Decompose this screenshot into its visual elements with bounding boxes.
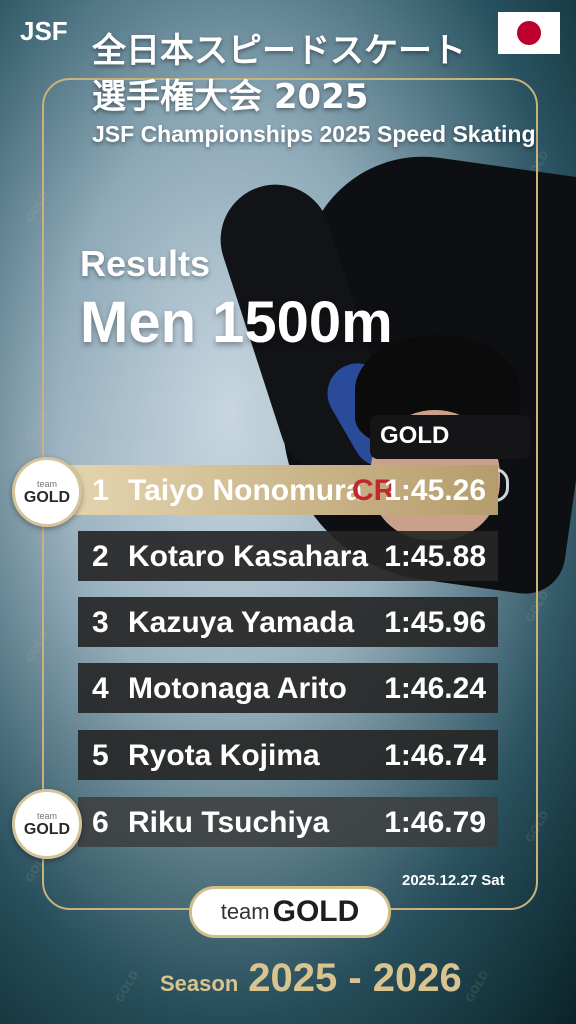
season-years: 2025 - 2026 xyxy=(248,956,462,1000)
finish-time: 1:45.88 xyxy=(384,540,486,573)
result-row-2: 2 Kotaro Kasahara 1:45.88 xyxy=(78,531,498,581)
result-row-6: 6 Riku Tsuchiya 1:46.79 xyxy=(78,797,498,847)
result-row-5: 5 Ryota Kojima 1:46.74 xyxy=(78,730,498,780)
season: Season 2025 - 2026 xyxy=(160,956,462,1001)
team-gold-badge: team GOLD xyxy=(12,789,82,859)
rank: 1 xyxy=(92,474,109,507)
athlete-name: Ryota Kojima xyxy=(128,739,320,772)
rank: 3 xyxy=(92,606,109,639)
athlete-name: Taiyo Nonomura xyxy=(128,474,363,507)
record-badge: CR xyxy=(352,474,396,507)
team-gold-logo: team GOLD xyxy=(189,886,391,938)
finish-time: 1:45.96 xyxy=(384,606,486,639)
result-row-4: 4 Motonaga Arito 1:46.24 xyxy=(78,663,498,713)
rank: 5 xyxy=(92,739,109,772)
rank: 2 xyxy=(92,540,109,573)
title-japanese: 全日本スピードスケート 選手権大会 2025 xyxy=(92,31,466,117)
badge-gold-text: GOLD xyxy=(23,488,71,506)
finish-time: 1:46.79 xyxy=(384,806,486,839)
athlete-name: Kotaro Kasahara xyxy=(128,540,369,573)
badge-team-text: team xyxy=(36,810,57,821)
finish-time: 1:46.74 xyxy=(384,739,486,772)
season-label: Season xyxy=(160,971,239,996)
event-name: Men 1500m xyxy=(80,290,393,355)
results-label: Results xyxy=(80,243,211,284)
japan-flag-icon xyxy=(498,12,560,54)
org-label: JSF xyxy=(20,16,68,46)
finish-time: 1:45.26 xyxy=(384,474,486,507)
team-gold-badge: team GOLD xyxy=(12,457,82,527)
logo-team-text: team xyxy=(220,899,270,924)
badge-gold-text: GOLD xyxy=(23,820,71,838)
finish-time: 1:46.24 xyxy=(384,672,486,705)
headband-text: GOLD xyxy=(380,422,450,449)
event-date: 2025.12.27 Sat xyxy=(402,872,505,889)
athlete-name: Riku Tsuchiya xyxy=(128,806,330,839)
logo-gold-text: GOLD xyxy=(272,895,360,928)
athlete-name: Kazuya Yamada xyxy=(128,606,355,639)
result-row-3: 3 Kazuya Yamada 1:45.96 xyxy=(78,597,498,647)
rank: 6 xyxy=(92,806,109,839)
athlete-name: Motonaga Arito xyxy=(128,672,347,705)
title-english: JSF Championships 2025 Speed Skating xyxy=(92,121,536,147)
badge-team-text: team xyxy=(36,478,57,489)
rank: 4 xyxy=(92,672,109,705)
result-row-1: 1 Taiyo Nonomura CR 1:45.26 xyxy=(40,465,498,515)
